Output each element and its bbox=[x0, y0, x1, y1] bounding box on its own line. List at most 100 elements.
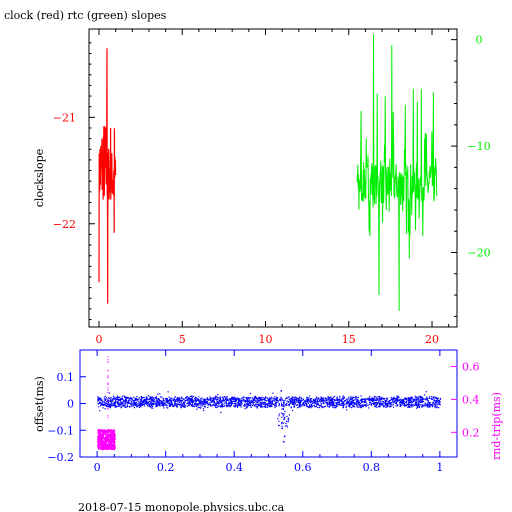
offset-point bbox=[252, 397, 254, 399]
offset-point bbox=[115, 406, 117, 408]
offset-point bbox=[262, 403, 264, 405]
roundtrip-point bbox=[104, 438, 106, 441]
offset-point bbox=[122, 402, 124, 405]
offset-point bbox=[392, 397, 394, 400]
offset-point bbox=[239, 399, 241, 401]
offset-point bbox=[364, 398, 366, 400]
offset-point bbox=[262, 398, 264, 401]
offset-point bbox=[224, 398, 226, 400]
offset-point bbox=[236, 404, 238, 406]
offset-point bbox=[237, 398, 239, 400]
offset-point bbox=[234, 404, 236, 406]
roundtrip-point bbox=[104, 437, 106, 439]
offset-point bbox=[295, 401, 297, 403]
offset-point bbox=[309, 404, 311, 406]
offset-point bbox=[427, 404, 429, 406]
offset-point bbox=[420, 401, 422, 403]
offset-point bbox=[264, 399, 266, 401]
offset-point bbox=[212, 404, 214, 406]
offset-point bbox=[130, 397, 132, 399]
offset-point bbox=[397, 404, 399, 406]
offset-point bbox=[246, 403, 248, 405]
offset-point bbox=[317, 403, 319, 405]
offset-point bbox=[419, 398, 421, 400]
offset-point bbox=[292, 400, 294, 402]
offset-point bbox=[378, 405, 380, 407]
offset-point bbox=[194, 398, 196, 400]
offset-point bbox=[97, 399, 100, 401]
roundtrip-point bbox=[98, 442, 101, 445]
offset-point bbox=[149, 406, 151, 408]
offset-point bbox=[436, 401, 438, 403]
offset-point bbox=[285, 420, 287, 422]
offset-point bbox=[200, 400, 202, 403]
offset-point bbox=[106, 404, 108, 406]
offset-point bbox=[255, 396, 257, 398]
offset-point bbox=[111, 398, 114, 400]
offset-point bbox=[235, 403, 237, 405]
offset-point bbox=[180, 399, 182, 401]
offset-point bbox=[174, 403, 176, 405]
offset-point bbox=[378, 400, 380, 402]
offset-point bbox=[188, 399, 190, 401]
top-left-tick-label: −21 bbox=[53, 111, 76, 124]
offset-point bbox=[221, 403, 223, 405]
offset-point bbox=[261, 401, 263, 403]
offset-point bbox=[387, 403, 389, 405]
offset-point bbox=[424, 402, 427, 405]
offset-point bbox=[265, 402, 267, 404]
offset-point bbox=[270, 399, 272, 401]
offset-point bbox=[138, 402, 140, 404]
offset-point bbox=[98, 397, 101, 399]
offset-point bbox=[301, 397, 303, 399]
offset-point bbox=[387, 398, 389, 400]
offset-point bbox=[404, 404, 407, 406]
offset-point bbox=[421, 406, 423, 408]
offset-point bbox=[224, 403, 226, 405]
roundtrip-point bbox=[112, 441, 114, 443]
offset-point bbox=[127, 397, 129, 399]
offset-point bbox=[439, 400, 441, 403]
roundtrip-point bbox=[99, 429, 101, 431]
roundtrip-point bbox=[105, 439, 108, 442]
offset-point bbox=[221, 400, 223, 403]
offset-point bbox=[397, 397, 399, 399]
offset-point bbox=[176, 399, 178, 401]
offset-point bbox=[238, 399, 240, 401]
offset-point bbox=[411, 397, 414, 399]
offset-point bbox=[215, 406, 217, 409]
offset-point bbox=[221, 405, 223, 407]
offset-point bbox=[217, 405, 219, 407]
offset-point bbox=[348, 399, 351, 401]
offset-point bbox=[390, 398, 393, 400]
offset-point bbox=[152, 402, 154, 405]
offset-point bbox=[215, 397, 217, 399]
offset-point bbox=[116, 406, 118, 408]
offset-point bbox=[320, 400, 322, 402]
offset-point bbox=[281, 422, 283, 424]
offset-point bbox=[297, 400, 299, 402]
offset-point bbox=[274, 400, 276, 402]
offset-point bbox=[416, 403, 418, 405]
offset-point bbox=[321, 400, 323, 402]
offset-point bbox=[408, 403, 410, 405]
offset-point bbox=[297, 402, 299, 404]
offset-point bbox=[313, 404, 315, 406]
offset-point bbox=[110, 398, 112, 401]
offset-point bbox=[321, 406, 323, 408]
offset-point bbox=[194, 404, 196, 406]
offset-point bbox=[374, 402, 376, 404]
offset-point bbox=[299, 406, 301, 408]
offset-point bbox=[263, 403, 265, 405]
offset-point bbox=[272, 397, 274, 399]
offset-point bbox=[157, 399, 159, 401]
offset-point bbox=[209, 398, 211, 401]
offset-point bbox=[110, 400, 112, 402]
offset-point bbox=[219, 400, 221, 402]
offset-point bbox=[150, 398, 153, 400]
offset-point bbox=[277, 418, 279, 420]
offset-point bbox=[304, 400, 306, 402]
offset-point bbox=[353, 396, 355, 398]
offset-point bbox=[132, 404, 134, 406]
offset-point bbox=[274, 398, 276, 400]
